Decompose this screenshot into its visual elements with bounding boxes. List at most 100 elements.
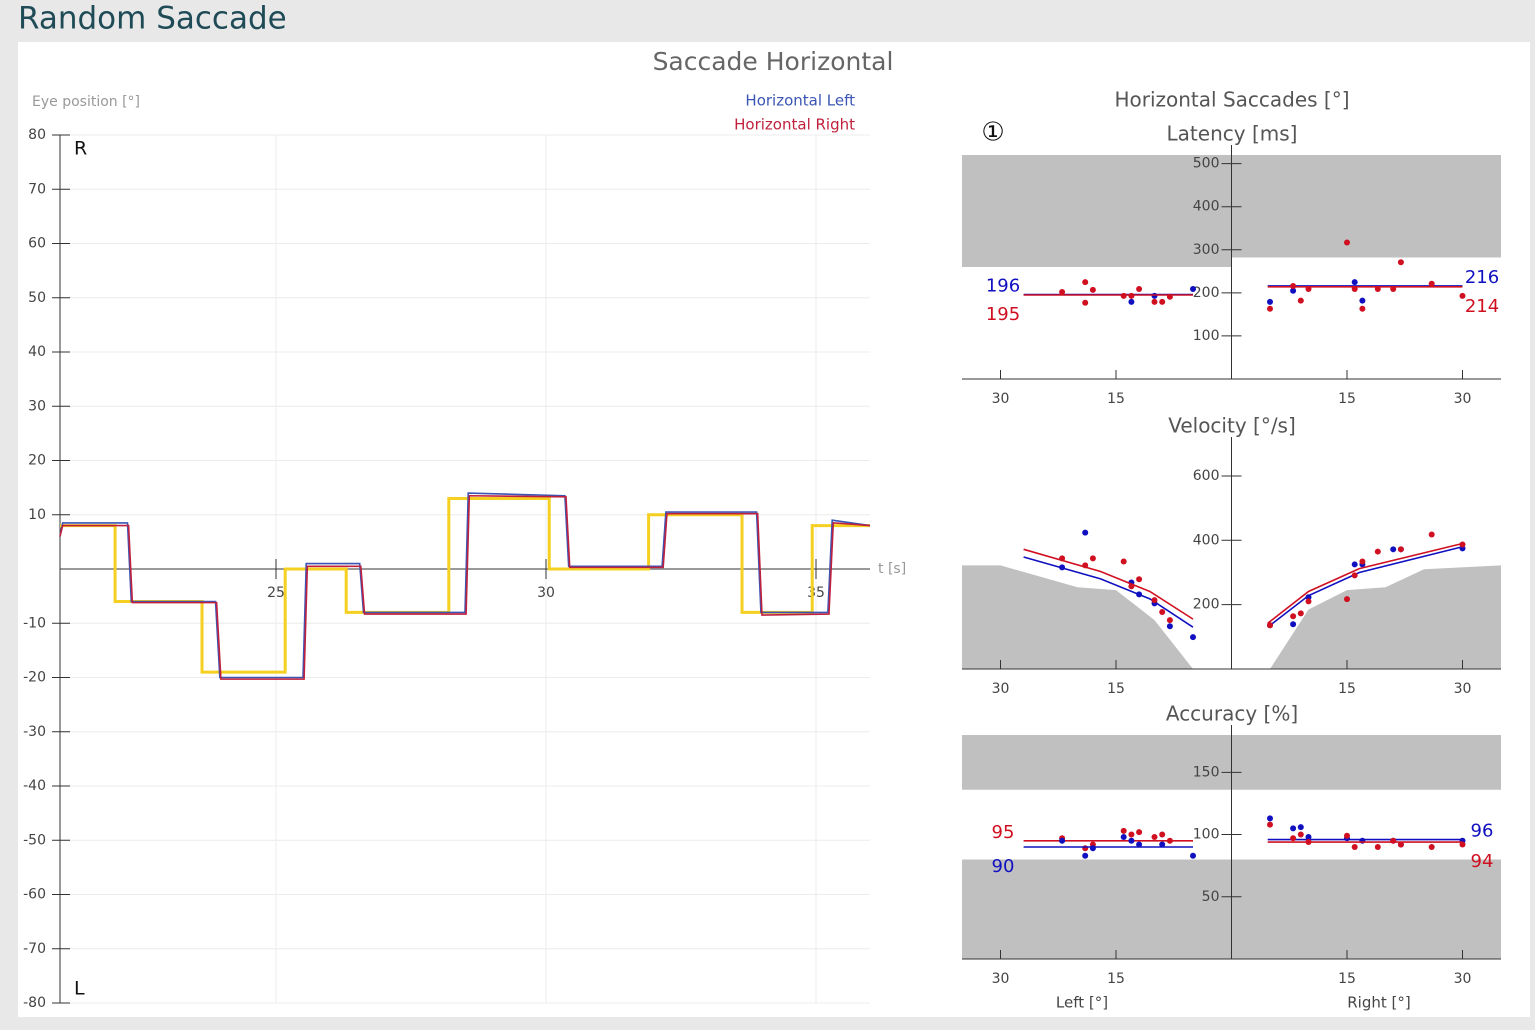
data-point (1459, 292, 1466, 299)
y-tick-label: 400 (1193, 532, 1220, 548)
y-tick-label: -50 (23, 832, 46, 848)
data-point (1297, 297, 1304, 304)
data-point (1305, 285, 1312, 292)
data-point (1136, 829, 1143, 836)
data-point (1297, 610, 1304, 617)
data-point (1290, 282, 1297, 289)
data-point (1267, 815, 1273, 822)
data-point (1128, 831, 1135, 838)
data-point (1082, 299, 1089, 306)
data-point (1359, 558, 1366, 565)
data-point (1089, 555, 1096, 562)
y-tick-label: 40 (28, 344, 46, 360)
data-point (1351, 561, 1358, 568)
fit-value: 90 (992, 856, 1015, 877)
data-point (1159, 841, 1166, 848)
y-tick-label: -80 (23, 995, 46, 1011)
data-point (1089, 845, 1096, 852)
data-point (1374, 285, 1381, 292)
data-point (1089, 286, 1096, 293)
data-point (1120, 834, 1127, 841)
page-title: Random Saccade (18, 1, 287, 37)
data-point (1397, 841, 1404, 848)
data-point (1305, 594, 1312, 601)
fit-line (1267, 542, 1463, 624)
data-point (1390, 837, 1397, 844)
x-tick-label: 30 (992, 681, 1010, 697)
data-point (1428, 280, 1435, 287)
data-point (1190, 634, 1196, 641)
fit-value: 216 (1465, 267, 1499, 288)
data-point (1267, 305, 1273, 312)
y-tick-label: 150 (1193, 764, 1220, 780)
y-tick-label: 200 (1193, 597, 1220, 613)
y-tick-label: 600 (1193, 468, 1220, 484)
x-axis-label: t [s] (878, 561, 906, 577)
y-tick-label: 70 (28, 181, 46, 197)
fit-line (1267, 545, 1463, 628)
data-point (1290, 621, 1297, 628)
fit-value: 94 (1471, 851, 1494, 872)
data-point (1297, 831, 1304, 838)
data-point (1459, 541, 1466, 548)
y-tick-label: -40 (23, 778, 46, 794)
data-point (1059, 555, 1066, 562)
trace (59, 494, 871, 680)
x-tick-label: 30 (992, 391, 1010, 407)
y-tick-label: 500 (1193, 156, 1220, 172)
x-axis-label: Left [°] (1056, 994, 1108, 1012)
fit-value: 214 (1465, 296, 1499, 317)
trace (59, 492, 871, 679)
data-point (1166, 617, 1173, 624)
data-point (1128, 298, 1135, 305)
data-point (1128, 583, 1135, 590)
fit-value: 196 (986, 276, 1020, 297)
data-point (1159, 609, 1166, 616)
y-tick-label: -30 (23, 724, 46, 740)
data-point (1082, 529, 1089, 536)
y-tick-label: 400 (1193, 199, 1220, 215)
data-point (1305, 834, 1312, 841)
x-tick-label: 35 (807, 585, 825, 601)
panel-title: Velocity [°/s] (1168, 414, 1296, 438)
data-point (1059, 564, 1066, 571)
y-tick-label: 200 (1193, 285, 1220, 301)
data-point (1344, 596, 1350, 603)
data-point (1059, 837, 1066, 844)
x-tick-label: 15 (1338, 971, 1356, 987)
data-point (1120, 292, 1127, 299)
data-point (1166, 623, 1173, 630)
data-point (1136, 576, 1143, 583)
data-point (1290, 613, 1297, 620)
data-point (1290, 835, 1297, 842)
x-tick-label: 15 (1107, 971, 1125, 987)
data-point (1428, 844, 1435, 850)
x-tick-label: 30 (1454, 971, 1472, 987)
x-tick-label: 25 (267, 585, 285, 601)
data-point (1397, 546, 1404, 553)
data-point (1151, 597, 1158, 604)
data-point (1459, 841, 1466, 848)
data-point (1390, 546, 1397, 553)
data-point (1190, 285, 1196, 292)
data-point (1297, 824, 1304, 831)
data-point (1351, 844, 1358, 850)
data-point (1166, 837, 1173, 844)
y-tick-label: 80 (28, 127, 46, 143)
y-tick-label: 20 (28, 453, 46, 469)
y-axis-label: Eye position [°] (32, 94, 140, 110)
data-point (1190, 852, 1196, 859)
y-tick-label: -20 (23, 670, 46, 686)
direction-label: L (74, 978, 85, 1000)
data-point (1428, 531, 1435, 538)
y-tick-label: 100 (1193, 328, 1220, 344)
x-tick-label: 30 (1454, 391, 1472, 407)
y-tick-label: 10 (28, 507, 46, 523)
data-point (1151, 834, 1158, 841)
data-point (1151, 292, 1158, 299)
x-tick-label: 30 (992, 971, 1010, 987)
data-point (1128, 292, 1135, 299)
y-tick-label: 60 (28, 236, 46, 252)
section-title: Saccade Horizontal (653, 47, 894, 76)
